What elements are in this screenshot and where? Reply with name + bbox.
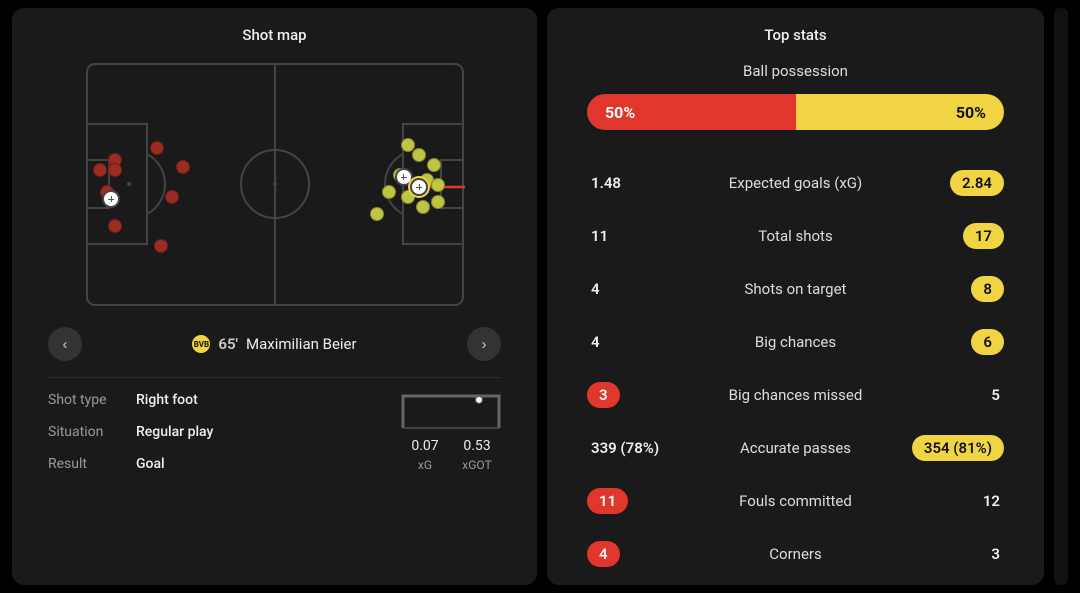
xgot-label: xGOT [453,458,501,472]
stat-name: Total shots [683,227,908,245]
stat-home-value: 4 [587,541,683,567]
shot-dot[interactable] [150,141,164,155]
prev-shot-button[interactable]: ‹ [48,327,82,361]
selected-shot-minute: 65' [218,335,238,353]
stat-away-value: 5 [908,386,1004,404]
stat-away-value: 6 [908,329,1004,355]
stat-row: 11Total shots17 [587,209,1004,262]
possession-away: 50% [796,94,1005,130]
xgot-value: 0.53 [453,438,501,454]
shot-type-value: Right foot [136,392,198,408]
xg-label: xG [401,458,449,472]
stat-away-value: 3 [908,545,1004,563]
stat-name: Big chances missed [683,386,908,404]
stat-away-value: 8 [908,276,1004,302]
stat-home-value: 11 [587,227,683,245]
chevron-right-icon: › [481,336,486,353]
right-gutter [1054,8,1068,585]
xg-value: 0.07 [401,438,449,454]
result-label: Result [48,456,136,472]
shot-dot[interactable] [410,178,428,196]
stat-row: 4Shots on target8 [587,262,1004,315]
mini-goal-svg [401,392,501,430]
stat-name: Fouls committed [683,492,908,510]
pitch-container [85,62,465,307]
team-badge-icon: BVB [192,335,210,353]
top-stats-title: Top stats [587,26,1004,44]
possession-home: 50% [587,94,796,130]
stat-home-value: 4 [587,280,683,298]
shot-dot[interactable] [431,195,445,209]
shot-dot[interactable] [102,190,120,208]
stat-row: 4Corners3 [587,527,1004,580]
stat-away-value: 354 (81%) [908,435,1004,461]
shot-dot[interactable] [370,207,384,221]
stat-away-value: 12 [908,492,1004,510]
stat-away-value: 17 [908,223,1004,249]
shot-dot[interactable] [427,158,441,172]
selected-shot-row: ‹ BVB 65' Maximilian Beier › [48,327,501,378]
shot-dot[interactable] [108,163,122,177]
situation-label: Situation [48,424,136,440]
stat-row: 4Big chances6 [587,315,1004,368]
shot-dot[interactable] [93,163,107,177]
stat-row: 3Big chances missed5 [587,368,1004,421]
stat-row: 339 (78%)Accurate passes354 (81%) [587,421,1004,474]
shot-dot[interactable] [176,160,190,174]
shot-dot[interactable] [382,185,396,199]
stat-away-value: 2.84 [908,170,1004,196]
shot-map-card: Shot map [12,8,537,585]
stat-home-value: 11 [587,488,683,514]
possession-label: Ball possession [587,62,1004,80]
stat-home-value: 1.48 [587,174,683,192]
result-value: Goal [136,456,165,472]
situation-value: Regular play [136,424,213,440]
shot-dot[interactable] [412,148,426,162]
shot-dot[interactable] [416,200,430,214]
chevron-left-icon: ‹ [63,336,68,353]
stat-row: 1.48Expected goals (xG)2.84 [587,156,1004,209]
shot-dot[interactable] [154,239,168,253]
shot-dot[interactable] [108,219,122,233]
possession-bar: 50% 50% [587,94,1004,130]
stat-home-value: 339 (78%) [587,439,683,457]
stat-name: Shots on target [683,280,908,298]
shot-dot[interactable] [165,190,179,204]
selected-shot-player: Maximilian Beier [246,335,357,353]
mini-goal: 0.07 0.53 xG xGOT [401,392,501,488]
stat-name: Big chances [683,333,908,351]
stat-name: Accurate passes [683,439,908,457]
shot-details: Shot type Right foot Situation Regular p… [48,392,501,488]
selected-shot-info: BVB 65' Maximilian Beier [192,335,356,353]
next-shot-button[interactable]: › [467,327,501,361]
stat-home-value: 3 [587,382,683,408]
shot-type-label: Shot type [48,392,136,408]
stat-name: Expected goals (xG) [683,174,908,192]
top-stats-card: Top stats Ball possession 50% 50% 1.48Ex… [547,8,1044,585]
stat-row: 11Fouls committed12 [587,474,1004,527]
shot-dot[interactable] [431,178,445,192]
stat-name: Corners [683,545,908,563]
stat-home-value: 4 [587,333,683,351]
shot-map-title: Shot map [48,26,501,44]
